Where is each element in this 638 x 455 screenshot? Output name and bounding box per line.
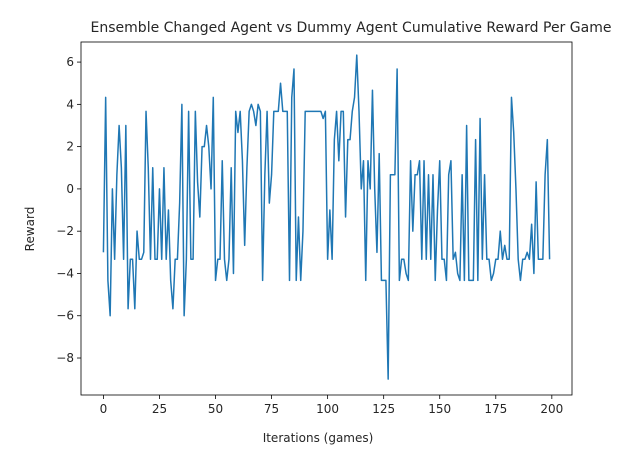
x-axis-ticks: 0 25 50 75 100 125 150 175 200 bbox=[100, 395, 563, 416]
y-tick-label: 0 bbox=[66, 182, 74, 196]
y-tick-label: −4 bbox=[56, 266, 74, 280]
plot-frame bbox=[80, 41, 573, 396]
x-tick-label: 0 bbox=[100, 402, 108, 416]
x-tick-label: 150 bbox=[428, 402, 451, 416]
plot-area bbox=[80, 41, 573, 396]
y-tick-label: −8 bbox=[56, 351, 74, 365]
y-tick-label: 6 bbox=[66, 55, 74, 69]
y-tick-label: −2 bbox=[56, 224, 74, 238]
series-line bbox=[102, 54, 551, 380]
x-tick-label: 75 bbox=[264, 402, 279, 416]
y-axis-ticks: −8 −6 −4 −2 0 2 4 6 bbox=[56, 55, 81, 365]
y-tick-label: −6 bbox=[56, 309, 74, 323]
x-tick-label: 125 bbox=[372, 402, 395, 416]
x-axis-label: Iterations (games) bbox=[263, 431, 374, 445]
x-tick-label: 100 bbox=[316, 402, 339, 416]
y-tick-label: 2 bbox=[66, 140, 74, 154]
y-tick-label: 4 bbox=[66, 97, 74, 111]
x-tick-label: 200 bbox=[540, 402, 563, 416]
y-axis-label: Reward bbox=[23, 207, 37, 252]
x-tick-label: 25 bbox=[152, 402, 167, 416]
chart-title: Ensemble Changed Agent vs Dummy Agent Cu… bbox=[91, 20, 612, 36]
x-tick-label: 175 bbox=[484, 402, 507, 416]
x-tick-label: 50 bbox=[208, 402, 223, 416]
